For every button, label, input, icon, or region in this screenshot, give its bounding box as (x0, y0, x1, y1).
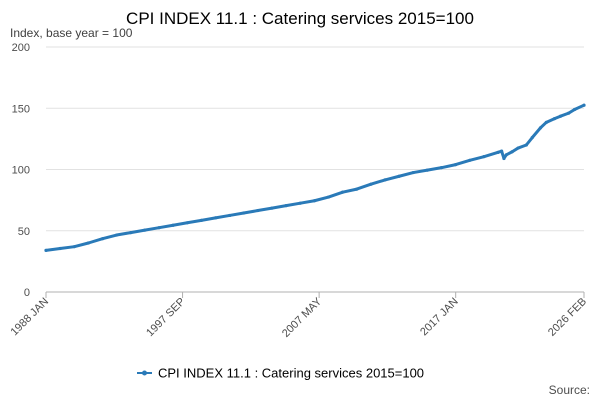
data-point[interactable] (383, 178, 387, 182)
data-point[interactable] (496, 150, 500, 154)
data-point[interactable] (482, 155, 486, 159)
data-point[interactable] (129, 230, 133, 235)
data-point[interactable] (504, 153, 508, 157)
data-point[interactable] (199, 218, 203, 222)
data-point[interactable] (270, 206, 274, 210)
data-point[interactable] (86, 241, 90, 245)
data-point[interactable] (72, 245, 76, 249)
data-point[interactable] (185, 221, 189, 225)
data-point[interactable] (326, 195, 331, 199)
x-tick-label: 1997 SEP (144, 296, 188, 340)
x-tick-label: 1988 JAN (8, 296, 51, 339)
y-tick-label: 150 (12, 103, 30, 115)
grid (46, 46, 584, 293)
data-point[interactable] (341, 190, 345, 194)
data-point[interactable] (228, 213, 232, 218)
data-point[interactable] (439, 166, 444, 170)
x-axis: 1988 JAN 1997 SEP 2007 MAY 2017 JAN 2026 FEB (8, 292, 589, 340)
y-tick-label: 50 (18, 226, 30, 238)
data-point[interactable] (256, 208, 260, 213)
data-point[interactable] (143, 228, 147, 232)
legend-marker-swatch (142, 370, 147, 376)
data-point[interactable] (157, 226, 161, 230)
data-point[interactable] (454, 163, 458, 167)
legend-label: CPI INDEX 11.1 : Catering services 2015=… (158, 366, 424, 381)
data-point[interactable] (544, 120, 548, 124)
data-point[interactable] (397, 174, 401, 178)
data-point[interactable] (558, 114, 563, 118)
x-tick-label: 2007 MAY (280, 295, 325, 340)
data-point[interactable] (468, 158, 472, 162)
data-point[interactable] (369, 182, 373, 186)
data-point[interactable] (516, 146, 520, 150)
data-point[interactable] (284, 204, 288, 208)
data-point[interactable] (312, 199, 317, 203)
x-tick-label: 2026 FEB (546, 296, 589, 339)
data-point[interactable] (115, 233, 119, 237)
data-point[interactable] (298, 201, 302, 205)
chart-subtitle: Index, base year = 100 (10, 26, 133, 40)
x-tick-label: 2017 JAN (418, 296, 461, 339)
data-point[interactable] (425, 168, 430, 172)
data-point[interactable] (510, 150, 514, 154)
series-line-0 (44, 103, 586, 252)
chart-title: CPI INDEX 11.1 : Catering services 2015=… (126, 9, 474, 28)
data-point[interactable] (524, 143, 528, 147)
y-axis: 0 50 100 150 200 (12, 42, 30, 299)
data-point[interactable] (572, 107, 577, 112)
y-tick-label: 200 (12, 42, 30, 54)
y-tick-label: 0 (24, 287, 30, 299)
data-point[interactable] (355, 187, 359, 191)
data-point[interactable] (242, 211, 246, 215)
data-point[interactable] (100, 237, 105, 241)
y-tick-label: 100 (12, 165, 30, 177)
legend[interactable]: CPI INDEX 11.1 : Catering services 2015=… (137, 366, 424, 381)
data-point[interactable] (530, 136, 534, 140)
data-point[interactable] (502, 156, 506, 161)
series-layer (44, 103, 586, 252)
data-point[interactable] (411, 170, 415, 175)
data-point[interactable] (567, 111, 571, 115)
data-point[interactable] (213, 216, 218, 220)
data-point[interactable] (582, 103, 586, 107)
data-point[interactable] (552, 117, 557, 121)
data-point[interactable] (499, 149, 504, 153)
data-point[interactable] (44, 248, 48, 252)
data-point[interactable] (58, 246, 62, 251)
source-label: Source: (549, 383, 590, 397)
data-point[interactable] (538, 126, 543, 130)
data-point[interactable] (171, 223, 175, 227)
